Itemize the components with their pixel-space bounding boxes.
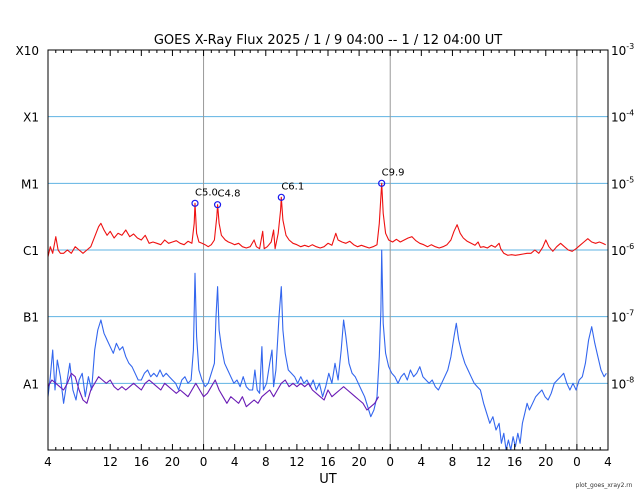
flux-tick-label: 10-4: [611, 109, 634, 125]
class-tick-label: C1: [23, 244, 39, 258]
right-axis-flux-labels: 10-3 10-4 10-5 10-6 10-7 10-8: [611, 42, 634, 391]
flux-tick-label: 10-7: [611, 309, 634, 325]
x-axis-title: UT: [319, 472, 337, 487]
left-axis-class-labels: X10 X1 M1 C1 B1 A1: [16, 44, 40, 391]
x-tick-label: 16: [134, 455, 149, 469]
flux-tick-label: 10-6: [611, 242, 634, 258]
flare-marker: [277, 193, 285, 201]
x-tick-label: 16: [320, 455, 335, 469]
gridlines: [48, 116, 608, 384]
class-tick-label: M1: [21, 177, 39, 191]
x-tick-label: 20: [351, 455, 366, 469]
flux-tick-label: 10-8: [611, 375, 634, 391]
x-tick-label: 4: [604, 455, 612, 469]
plot-credit: plot_goes_xray2.rn: [576, 482, 633, 489]
x-tick-label: 8: [262, 455, 270, 469]
flare-marker: [213, 201, 222, 209]
x-axis-ticks: 4 12 16 20 0 4 8 12 16 20 0 4 8 12 16 20 0 4: [44, 50, 612, 469]
x-tick-label: 0: [573, 455, 581, 469]
flux-tick-label: 10-5: [611, 175, 634, 191]
class-tick-label: B1: [23, 311, 39, 325]
series-line: [47, 249, 607, 451]
x-tick-label: 0: [386, 455, 394, 469]
chart-title: GOES X-Ray Flux 2025 / 1 / 9 04:00 -- 1 …: [154, 33, 502, 48]
flare-label: C6.1: [281, 181, 304, 192]
flare-markers: C5.0 C4.8 C6.1 C9.9: [191, 167, 405, 209]
flare-marker: [191, 199, 199, 207]
x-tick-label: 12: [103, 455, 118, 469]
series-line: [47, 182, 606, 257]
class-tick-label: A1: [23, 377, 39, 391]
series-layer: [47, 182, 607, 451]
x-tick-label: 0: [200, 455, 208, 469]
flux-tick-label: 10-3: [611, 42, 634, 58]
x-tick-label: 12: [476, 455, 491, 469]
flare-marker: [378, 179, 386, 187]
class-tick-label: X1: [23, 111, 39, 125]
x-tick-label: 4: [231, 455, 239, 469]
x-tick-label: 12: [289, 455, 304, 469]
x-tick-label: 4: [418, 455, 426, 469]
x-tick-label: 4: [44, 455, 52, 469]
x-tick-label: 20: [165, 455, 180, 469]
flare-label: C4.8: [218, 189, 241, 200]
x-tick-label: 8: [449, 455, 457, 469]
x-tick-label: 16: [507, 455, 522, 469]
x-tick-label: 20: [538, 455, 553, 469]
flare-label: C9.9: [382, 167, 405, 178]
class-tick-label: X10: [16, 44, 40, 58]
flare-label: C5.0: [195, 187, 218, 198]
series-line: [47, 372, 380, 411]
